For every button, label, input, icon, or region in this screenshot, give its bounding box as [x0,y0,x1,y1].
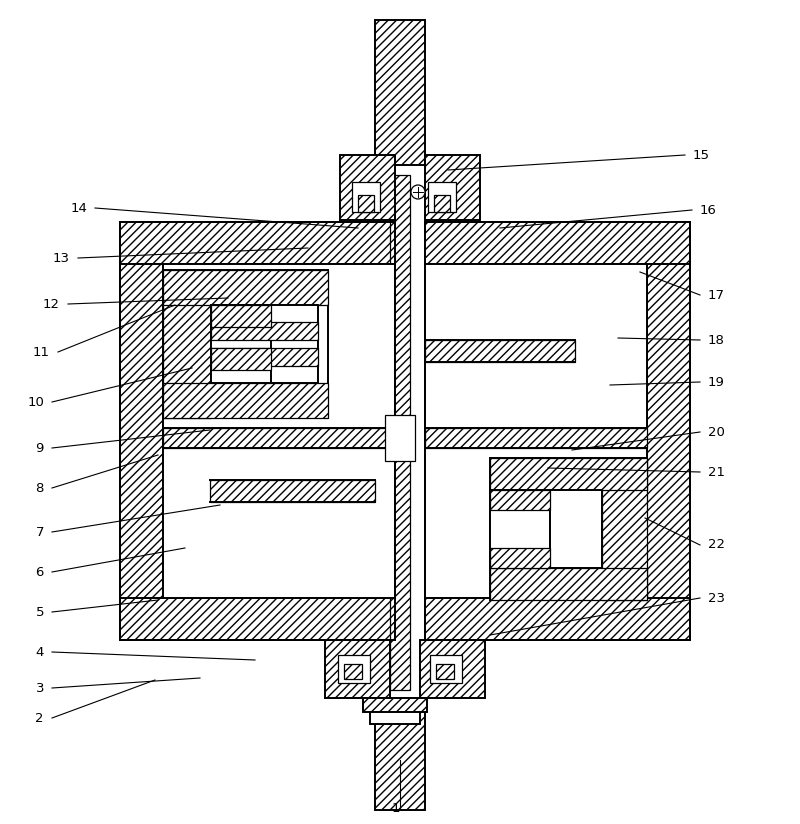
Text: 16: 16 [700,204,717,217]
Text: 17: 17 [708,288,725,302]
Bar [211,305,318,383]
Bar [210,480,375,502]
Bar [375,20,425,165]
Bar [163,270,211,418]
Bar [425,155,480,220]
Bar [490,548,550,568]
Text: 3: 3 [35,681,44,695]
Bar [120,222,163,640]
Bar [385,415,415,461]
Bar [120,222,395,264]
Bar [340,155,395,220]
Bar [163,264,395,598]
Bar [211,305,271,327]
Bar [425,264,647,598]
Bar [211,348,318,366]
Bar [425,340,575,362]
Text: 11: 11 [33,345,50,358]
Bar [490,458,647,600]
Bar [211,322,318,340]
Text: 12: 12 [43,297,60,311]
Bar [163,270,328,305]
Bar [344,664,362,679]
Bar [163,428,395,448]
Bar [425,222,690,264]
Text: 9: 9 [36,442,44,455]
Bar [363,698,427,712]
Bar [211,305,271,383]
Bar [434,195,450,212]
Text: 10: 10 [27,396,44,409]
Bar [490,490,550,568]
Text: 22: 22 [708,539,725,551]
Bar [425,428,647,448]
Bar [325,640,390,698]
Text: 19: 19 [708,376,725,388]
Bar [490,568,647,600]
Text: 18: 18 [708,334,725,347]
Bar [338,655,370,683]
Bar [550,490,602,568]
Text: 8: 8 [36,481,44,494]
Bar [425,598,690,640]
Bar [420,640,485,698]
Bar [370,712,420,724]
Text: 2: 2 [35,711,44,724]
Text: 13: 13 [53,251,70,265]
Bar [490,490,550,510]
Text: 23: 23 [708,592,725,605]
Bar [430,655,462,683]
Bar [120,598,395,640]
Text: 4: 4 [36,645,44,658]
Bar [163,270,328,418]
Text: 14: 14 [70,202,87,214]
Text: 1: 1 [392,802,401,814]
Bar [358,195,374,212]
Bar [428,182,456,212]
Text: 15: 15 [693,148,710,162]
Bar [352,182,380,212]
Bar [436,664,454,679]
Bar [602,458,647,600]
Bar [211,348,271,370]
Bar [647,222,690,640]
Text: 5: 5 [35,606,44,619]
Bar [390,175,410,690]
Bar [490,458,647,490]
Text: 7: 7 [35,526,44,539]
Text: 6: 6 [36,565,44,578]
Bar [375,700,425,810]
Text: 20: 20 [708,425,725,438]
Circle shape [411,185,425,199]
Bar [163,383,328,418]
Text: 21: 21 [708,466,725,479]
